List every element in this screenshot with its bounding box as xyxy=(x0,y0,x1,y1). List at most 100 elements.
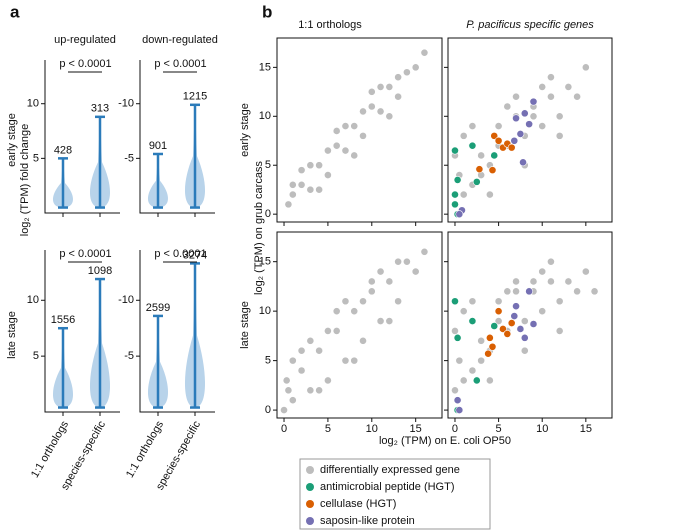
plot-frame xyxy=(276,231,443,419)
point xyxy=(472,177,481,186)
point xyxy=(564,277,573,286)
x-tick-label: 10 xyxy=(536,423,548,435)
point xyxy=(538,83,547,91)
point xyxy=(367,87,376,96)
point xyxy=(555,112,564,121)
point xyxy=(297,366,306,375)
point xyxy=(324,376,332,385)
point xyxy=(341,356,350,365)
point xyxy=(590,287,599,296)
point xyxy=(520,333,529,342)
point xyxy=(324,146,332,155)
point xyxy=(519,158,527,167)
legend-label: saposin-like protein xyxy=(320,515,415,527)
point xyxy=(503,102,512,111)
point xyxy=(547,277,555,286)
point xyxy=(350,307,359,316)
point xyxy=(538,267,547,276)
point xyxy=(520,109,529,118)
point xyxy=(529,277,538,286)
panel-label: b xyxy=(262,2,272,21)
point xyxy=(547,257,555,266)
point xyxy=(367,102,376,111)
point xyxy=(494,136,503,145)
p-value: p < 0.0001 xyxy=(154,248,206,260)
point xyxy=(332,127,341,135)
point xyxy=(411,63,420,72)
point xyxy=(288,396,297,405)
count-label: 2599 xyxy=(146,302,170,314)
point xyxy=(394,257,403,266)
point xyxy=(332,141,341,150)
point xyxy=(490,131,499,140)
x-tick-label: 5 xyxy=(325,423,331,435)
point xyxy=(359,131,367,140)
point xyxy=(324,327,332,335)
y-tick-label: 5 xyxy=(265,159,271,171)
point xyxy=(453,333,462,342)
row-label: late stage xyxy=(239,301,251,349)
point xyxy=(288,356,297,365)
point xyxy=(468,122,477,130)
point xyxy=(451,190,459,199)
point xyxy=(516,325,525,333)
point xyxy=(459,131,468,140)
axis-spine xyxy=(44,250,120,413)
point xyxy=(512,277,520,286)
point xyxy=(555,297,564,306)
point xyxy=(453,396,462,405)
point xyxy=(472,376,481,385)
point xyxy=(280,406,288,414)
point xyxy=(385,317,394,325)
point xyxy=(510,312,519,320)
point xyxy=(288,180,297,189)
point xyxy=(284,386,293,395)
p-value: p < 0.0001 xyxy=(154,58,206,70)
point xyxy=(455,356,464,365)
y-tick-label: 5 xyxy=(33,152,39,164)
point xyxy=(488,342,497,351)
legend-marker xyxy=(306,466,314,474)
legend-marker xyxy=(306,517,314,525)
plot-frame xyxy=(447,231,613,419)
point xyxy=(477,336,486,345)
point xyxy=(451,146,459,155)
point xyxy=(581,63,590,72)
y-tick-label: 10 xyxy=(259,305,271,317)
panel-label: a xyxy=(10,2,20,21)
y-tick-label: 15 xyxy=(259,61,271,73)
point xyxy=(359,107,367,116)
point xyxy=(376,267,385,276)
point xyxy=(494,307,503,316)
p-value: p < 0.0001 xyxy=(59,58,111,70)
point xyxy=(520,346,529,355)
y-axis-label: log₂ (TPM) fold change xyxy=(19,124,31,237)
y-tick-label: -10 xyxy=(118,98,134,110)
point xyxy=(503,287,512,296)
point xyxy=(475,165,484,174)
point xyxy=(420,247,429,256)
point xyxy=(341,122,350,130)
point xyxy=(332,327,341,335)
point xyxy=(451,327,459,335)
point xyxy=(306,386,315,395)
x-tick-label: 0 xyxy=(452,423,458,435)
point xyxy=(297,346,306,355)
point xyxy=(306,185,315,194)
y-tick-label: 0 xyxy=(265,404,271,416)
point xyxy=(477,356,486,365)
point xyxy=(488,166,497,175)
point xyxy=(516,130,525,138)
point xyxy=(376,107,385,116)
point xyxy=(359,336,367,345)
point xyxy=(288,190,297,199)
point xyxy=(453,176,462,184)
point xyxy=(512,114,520,123)
point xyxy=(490,151,499,160)
point xyxy=(485,376,494,385)
y-tick-label: 0 xyxy=(265,208,271,220)
point xyxy=(420,48,429,57)
point xyxy=(376,83,385,91)
y-tick-label: 15 xyxy=(259,256,271,268)
y-axis-label: log₂ (TPM) on grub carcass xyxy=(253,161,265,295)
